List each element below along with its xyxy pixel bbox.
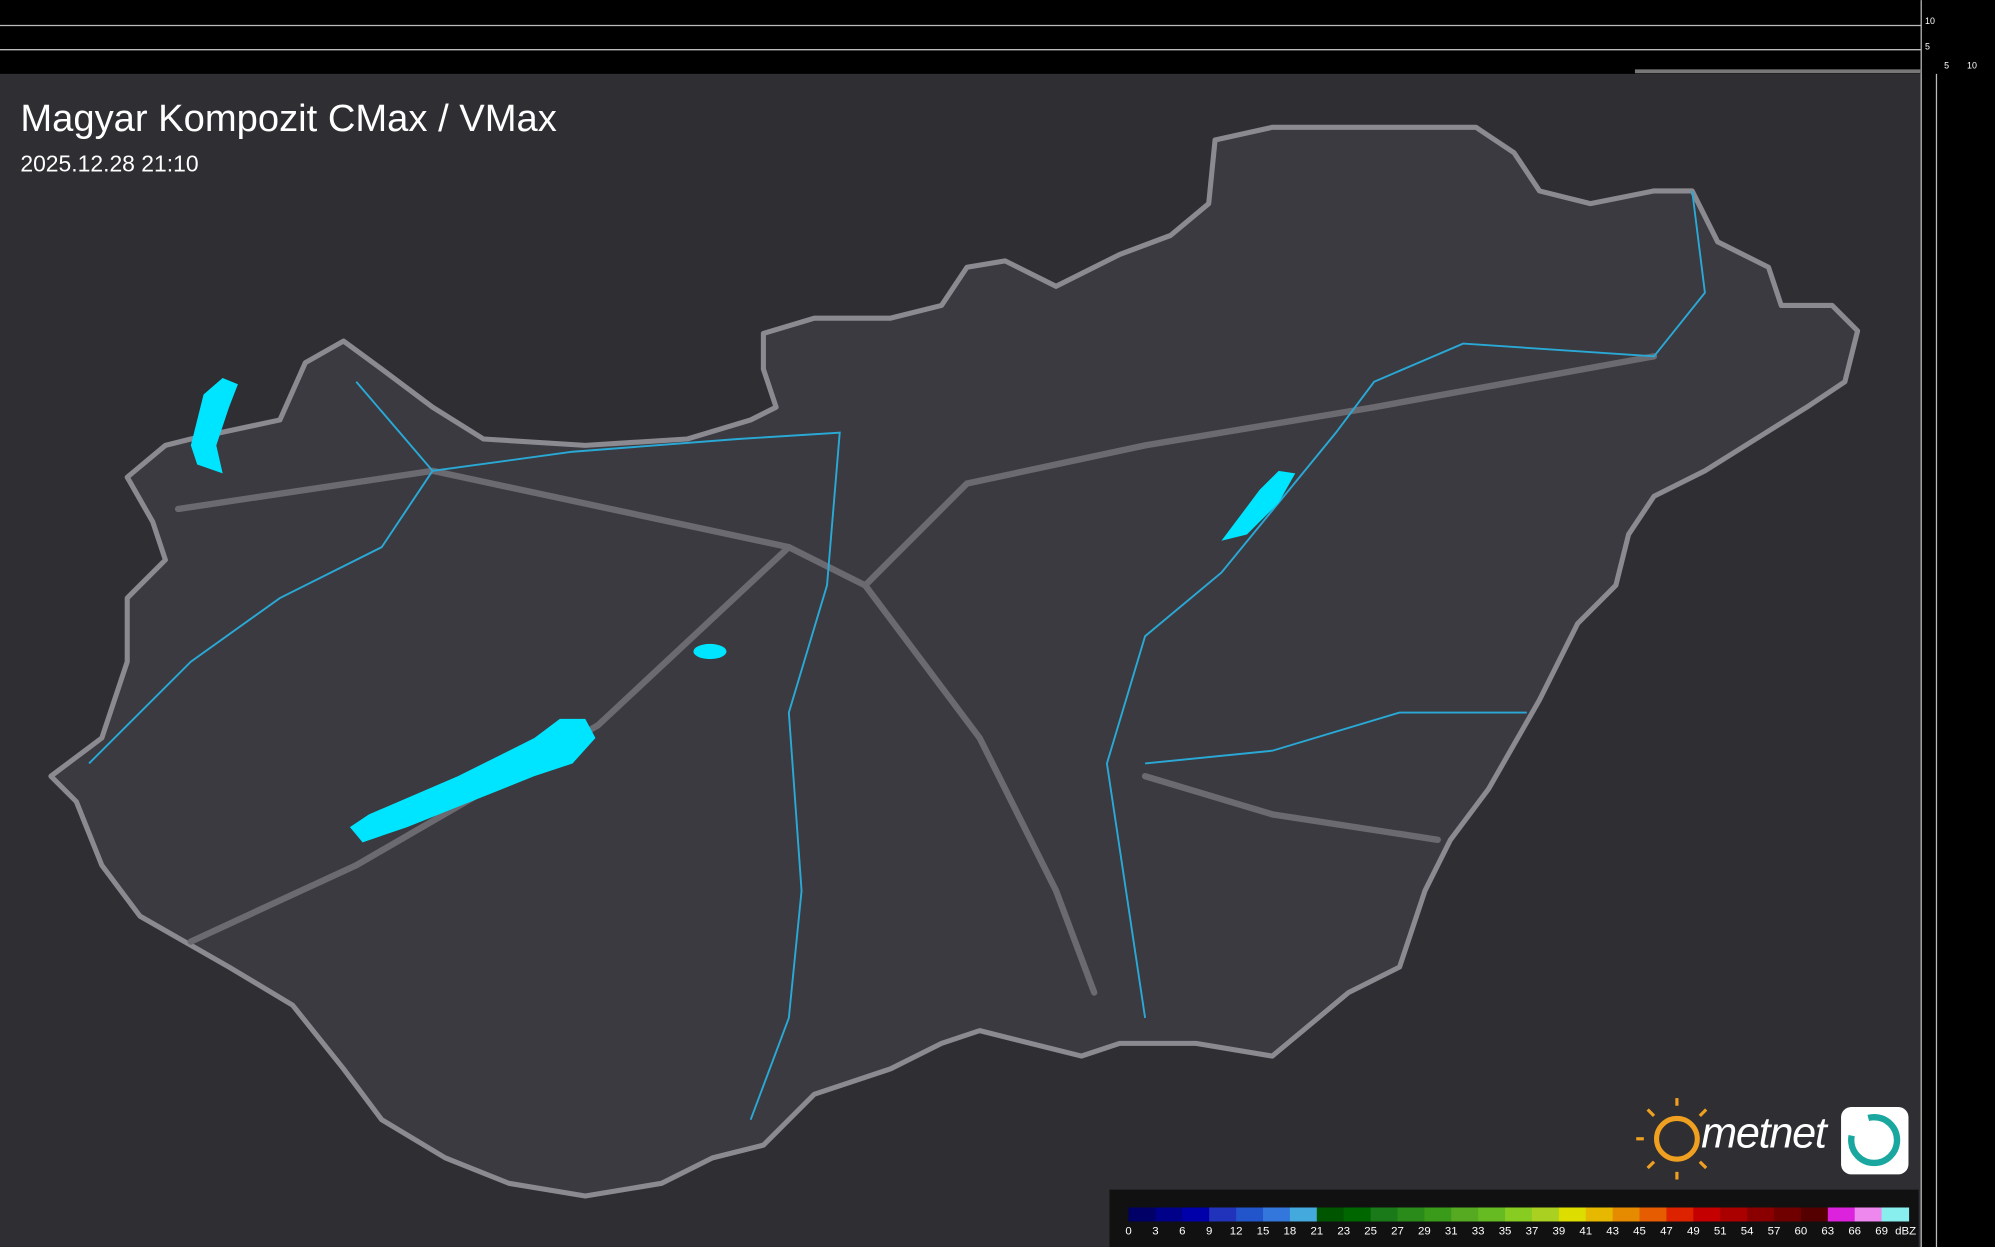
legend-swatch xyxy=(1666,1207,1694,1222)
logo: metnet xyxy=(1636,1098,1909,1180)
logo-text: metnet xyxy=(1701,1110,1829,1158)
legend-label: 39 xyxy=(1552,1226,1565,1238)
legend-label: 57 xyxy=(1768,1226,1781,1238)
timestamp: 2025.12.28 21:10 xyxy=(20,151,198,177)
legend-label: 43 xyxy=(1606,1226,1619,1238)
legend-swatch xyxy=(1343,1207,1372,1222)
country-area xyxy=(48,124,1861,1199)
balaton xyxy=(349,718,596,843)
legend-label: 35 xyxy=(1499,1226,1512,1238)
lakes xyxy=(190,377,1296,843)
legend-swatch xyxy=(1800,1207,1829,1222)
legend-swatch xyxy=(1612,1207,1641,1222)
logo-swirl xyxy=(1848,1113,1901,1167)
legend-label: 12 xyxy=(1230,1226,1243,1238)
legend-label: 54 xyxy=(1741,1226,1754,1238)
legend-swatch xyxy=(1182,1207,1210,1222)
legend-label: 37 xyxy=(1526,1226,1539,1238)
legend: 0 3 6 9 12 15 18 21 23 25 27 29 31 33 35 37 39 41 43 45 47 49… xyxy=(1125,1207,1916,1238)
legend-label: 63 xyxy=(1821,1226,1834,1238)
legend-label: 23 xyxy=(1337,1226,1350,1238)
legend-label: 0 xyxy=(1125,1226,1131,1238)
profile-tick: 5 xyxy=(1925,41,1930,51)
tisza xyxy=(1105,190,1706,1019)
legend-swatch xyxy=(1478,1207,1506,1222)
legend-swatch xyxy=(1263,1207,1291,1222)
legend-swatch xyxy=(1827,1207,1856,1222)
legend-label: 33 xyxy=(1472,1226,1485,1238)
legend-label: 41 xyxy=(1579,1226,1592,1238)
legend-swatch xyxy=(1316,1207,1345,1222)
legend-label: 6 xyxy=(1179,1226,1185,1238)
legend-swatch xyxy=(1531,1207,1560,1222)
legend-label: 49 xyxy=(1687,1226,1700,1238)
raba xyxy=(88,470,434,765)
legend-swatch xyxy=(1155,1207,1183,1222)
logo-rays xyxy=(1636,1098,1708,1180)
legend-label: 69 xyxy=(1875,1226,1888,1238)
legend-swatch xyxy=(1854,1207,1883,1222)
profile-frame xyxy=(0,0,1938,1247)
legend-label: 9 xyxy=(1206,1226,1212,1238)
legend-swatch xyxy=(1693,1207,1721,1222)
profile-tick: 10 xyxy=(1967,61,1977,71)
legend-label: 66 xyxy=(1848,1226,1861,1238)
legend-swatch xyxy=(1720,1207,1748,1222)
legend-swatch xyxy=(1774,1207,1802,1222)
legend-swatch xyxy=(1209,1207,1237,1222)
road xyxy=(861,582,1098,996)
road xyxy=(1141,772,1441,843)
legend-label: 31 xyxy=(1445,1226,1458,1238)
legend-label: 18 xyxy=(1284,1226,1297,1238)
legend-swatch xyxy=(1747,1207,1775,1222)
legend-swatch xyxy=(1236,1207,1264,1222)
legend-swatch xyxy=(1397,1207,1426,1222)
rivers xyxy=(88,190,1706,1121)
legend-swatch xyxy=(1505,1207,1533,1222)
legend-label: 27 xyxy=(1391,1226,1404,1238)
legend-label: 51 xyxy=(1714,1226,1727,1238)
legend-unit: dBZ xyxy=(1895,1226,1916,1238)
legend-swatch xyxy=(1451,1207,1479,1222)
legend-swatch xyxy=(1881,1207,1910,1222)
tisza-lake xyxy=(1221,470,1296,541)
profile-tick: 5 xyxy=(1944,61,1949,71)
legend-label: 29 xyxy=(1418,1226,1431,1238)
legend-label: 47 xyxy=(1660,1226,1673,1238)
legend-label: 15 xyxy=(1257,1226,1270,1238)
velence xyxy=(693,643,727,660)
profile-tick: 10 xyxy=(1925,16,1935,26)
legend-label: 60 xyxy=(1795,1226,1808,1238)
legend-swatch xyxy=(1370,1207,1399,1222)
legend-swatch xyxy=(1558,1207,1587,1222)
legend-label: 21 xyxy=(1310,1226,1323,1238)
legend-swatch xyxy=(1289,1207,1318,1222)
danube xyxy=(355,381,841,1121)
logo-sun xyxy=(1654,1115,1700,1162)
legend-swatch xyxy=(1639,1207,1668,1222)
ferto xyxy=(190,377,238,474)
legend-label: 25 xyxy=(1364,1226,1377,1238)
legend-label: 3 xyxy=(1152,1226,1158,1238)
title: Magyar Kompozit CMax / VMax xyxy=(20,97,556,140)
legend-swatch xyxy=(1424,1207,1452,1222)
legend-swatch xyxy=(1128,1207,1157,1222)
legend-swatch xyxy=(1585,1207,1614,1222)
legend-label: 45 xyxy=(1633,1226,1646,1238)
koros xyxy=(1144,711,1527,765)
